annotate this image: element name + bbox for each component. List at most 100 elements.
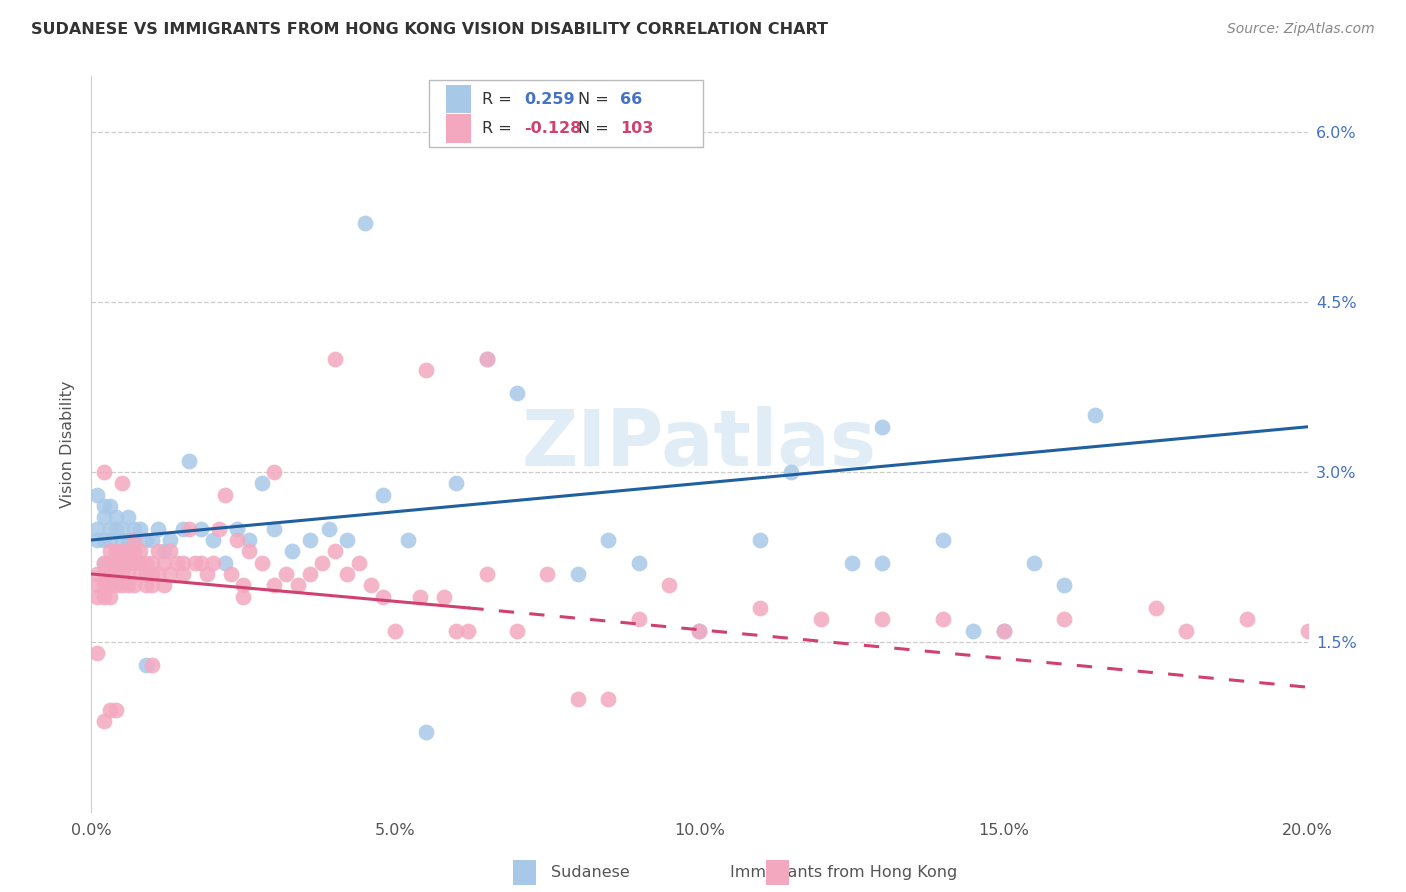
Point bbox=[129, 522, 152, 536]
Point bbox=[444, 476, 467, 491]
Point bbox=[117, 578, 139, 592]
Point bbox=[117, 556, 139, 570]
Text: Immigrants from Hong Kong: Immigrants from Hong Kong bbox=[730, 865, 957, 880]
Point bbox=[475, 566, 498, 581]
Point bbox=[148, 566, 170, 581]
Point bbox=[195, 566, 218, 581]
Point bbox=[232, 590, 254, 604]
Point bbox=[117, 556, 139, 570]
Point bbox=[98, 556, 121, 570]
Point bbox=[263, 578, 285, 592]
Point bbox=[93, 510, 115, 524]
Point bbox=[177, 454, 200, 468]
Point bbox=[135, 578, 157, 592]
Point bbox=[111, 544, 134, 558]
Point bbox=[93, 556, 115, 570]
Point bbox=[177, 522, 200, 536]
Point bbox=[104, 703, 127, 717]
Point bbox=[104, 566, 127, 581]
Point bbox=[122, 544, 145, 558]
Point bbox=[993, 624, 1015, 638]
Point bbox=[122, 556, 145, 570]
Point bbox=[111, 556, 134, 570]
Point bbox=[104, 556, 127, 570]
Point bbox=[475, 351, 498, 366]
Point bbox=[93, 533, 115, 547]
Point bbox=[98, 522, 121, 536]
Point bbox=[122, 533, 145, 547]
Point bbox=[153, 556, 176, 570]
Point bbox=[250, 556, 273, 570]
Point bbox=[232, 578, 254, 592]
Point bbox=[135, 533, 157, 547]
Y-axis label: Vision Disability: Vision Disability bbox=[60, 380, 76, 508]
Point bbox=[111, 566, 134, 581]
Point bbox=[98, 556, 121, 570]
Point bbox=[336, 566, 359, 581]
Text: R =: R = bbox=[482, 92, 517, 106]
Point bbox=[658, 578, 681, 592]
Point bbox=[1084, 409, 1107, 423]
Point bbox=[202, 556, 225, 570]
Point bbox=[323, 351, 346, 366]
Point bbox=[299, 533, 322, 547]
Point bbox=[475, 351, 498, 366]
Point bbox=[104, 544, 127, 558]
Point bbox=[98, 533, 121, 547]
Point bbox=[299, 566, 322, 581]
Point bbox=[104, 578, 127, 592]
Point bbox=[122, 522, 145, 536]
Point bbox=[141, 533, 163, 547]
Point bbox=[117, 566, 139, 581]
Point bbox=[214, 556, 236, 570]
Point bbox=[104, 510, 127, 524]
Text: -0.128: -0.128 bbox=[524, 121, 582, 136]
Point bbox=[354, 216, 377, 230]
Point bbox=[117, 544, 139, 558]
Text: N =: N = bbox=[578, 121, 614, 136]
Point bbox=[98, 703, 121, 717]
Point bbox=[870, 612, 893, 626]
Point bbox=[360, 578, 382, 592]
Point bbox=[141, 578, 163, 592]
Point bbox=[336, 533, 359, 547]
Point bbox=[384, 624, 406, 638]
Point bbox=[238, 533, 260, 547]
Point bbox=[373, 590, 395, 604]
Point bbox=[226, 522, 249, 536]
Point bbox=[93, 465, 115, 479]
Point bbox=[135, 657, 157, 672]
Point bbox=[506, 624, 529, 638]
Point bbox=[86, 566, 108, 581]
Point bbox=[93, 578, 115, 592]
Point bbox=[86, 488, 108, 502]
Point bbox=[129, 556, 152, 570]
Point bbox=[409, 590, 432, 604]
Point bbox=[779, 465, 801, 479]
Text: ZIPatlas: ZIPatlas bbox=[522, 406, 877, 482]
Point bbox=[208, 522, 231, 536]
Point bbox=[141, 556, 163, 570]
Point bbox=[318, 522, 340, 536]
Point bbox=[688, 624, 710, 638]
Point bbox=[1053, 578, 1076, 592]
Point bbox=[433, 590, 456, 604]
Point bbox=[93, 590, 115, 604]
Point bbox=[148, 522, 170, 536]
Text: Source: ZipAtlas.com: Source: ZipAtlas.com bbox=[1227, 22, 1375, 37]
Point bbox=[141, 657, 163, 672]
Point bbox=[1144, 601, 1167, 615]
Text: 66: 66 bbox=[620, 92, 643, 106]
Point bbox=[104, 522, 127, 536]
Point bbox=[141, 566, 163, 581]
Point bbox=[993, 624, 1015, 638]
Point bbox=[148, 544, 170, 558]
Point bbox=[98, 499, 121, 513]
Point bbox=[598, 533, 620, 547]
Point bbox=[323, 544, 346, 558]
Point bbox=[98, 578, 121, 592]
Point bbox=[172, 522, 194, 536]
Point bbox=[347, 556, 370, 570]
Text: 0.259: 0.259 bbox=[524, 92, 575, 106]
Point bbox=[263, 522, 285, 536]
